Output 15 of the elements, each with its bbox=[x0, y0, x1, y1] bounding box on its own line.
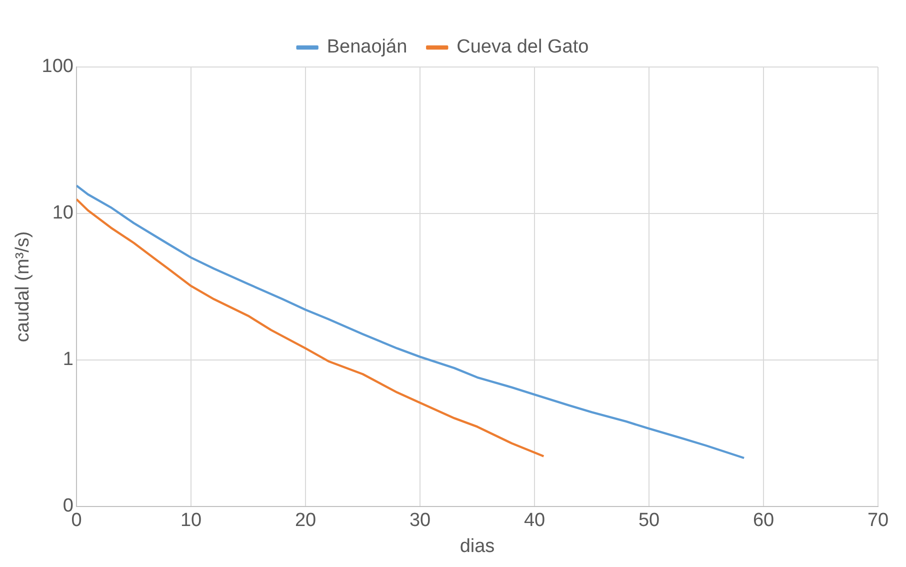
y-tick-label: 1 bbox=[62, 349, 74, 370]
x-tick-label: 30 bbox=[409, 510, 431, 532]
x-axis-title: dias bbox=[460, 536, 495, 557]
legend-label: Benaoján bbox=[326, 36, 408, 58]
y-tick-label: 10 bbox=[52, 202, 74, 224]
x-tick-label: 40 bbox=[524, 510, 546, 532]
legend-label: Cueva del Gato bbox=[456, 36, 589, 58]
x-tick-label: 20 bbox=[294, 510, 316, 532]
x-tick-label: 50 bbox=[638, 510, 660, 532]
x-tick-label: 70 bbox=[867, 510, 889, 532]
x-tick-label: 10 bbox=[180, 510, 202, 532]
x-tick-label: 60 bbox=[752, 510, 774, 532]
y-tick-label: 0 bbox=[62, 496, 74, 517]
y-tick-label: 100 bbox=[42, 56, 74, 78]
y-axis-title: caudal (m³/s) bbox=[12, 231, 34, 342]
